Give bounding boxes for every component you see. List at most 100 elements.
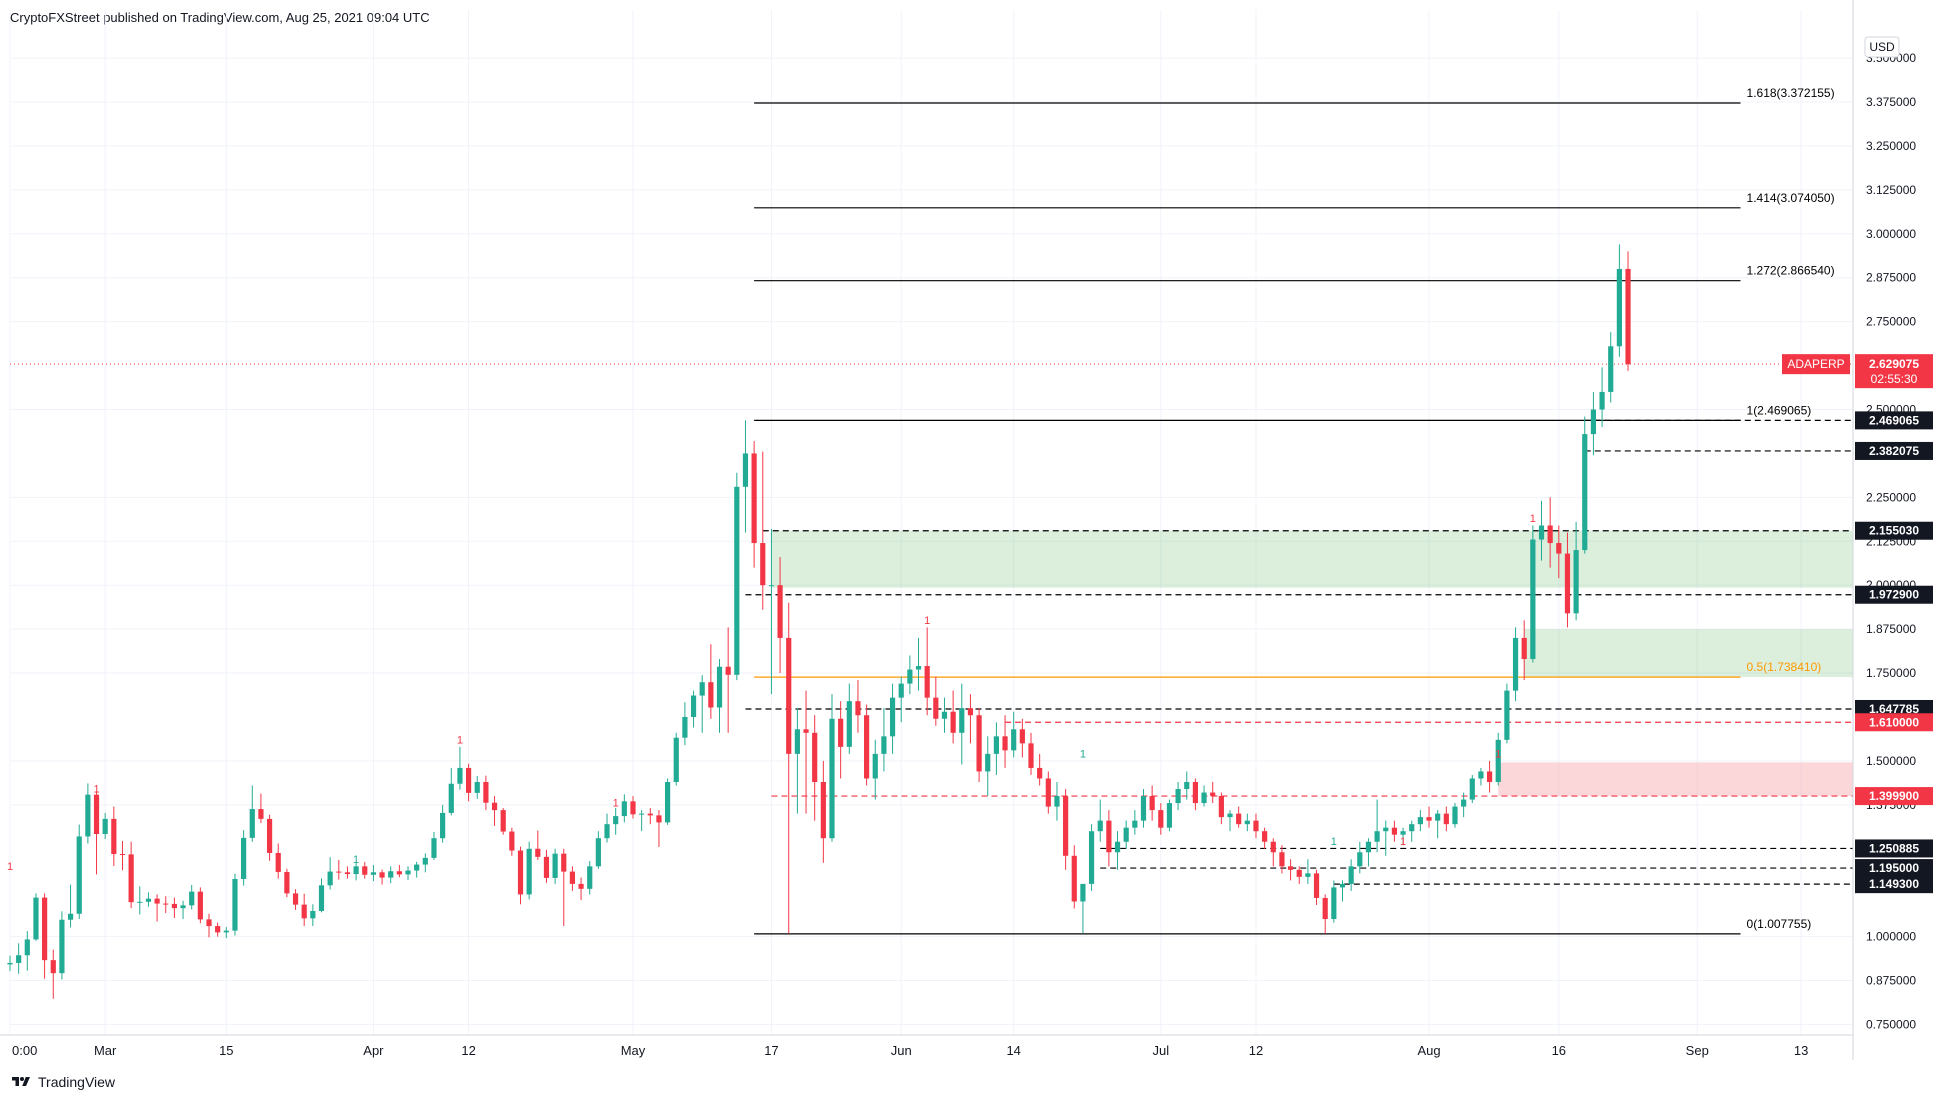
candle-body xyxy=(1590,409,1597,435)
candle-body xyxy=(1158,810,1164,828)
price-tick-label: 0.875000 xyxy=(1866,974,1916,988)
candle-body xyxy=(1054,796,1060,807)
date-tick-label: 15 xyxy=(219,1043,233,1058)
candle-body xyxy=(1037,767,1043,779)
candle-body xyxy=(673,737,679,782)
date-tick-label: 12 xyxy=(461,1043,475,1058)
currency-box xyxy=(1864,36,1900,58)
candle-body xyxy=(301,904,307,919)
candle-body xyxy=(137,901,143,903)
fib-level-label: 1(2.469065) xyxy=(1747,403,1812,417)
date-tick-label: 12 xyxy=(1249,1043,1263,1058)
candle-body xyxy=(42,897,48,961)
candle-body xyxy=(1504,690,1510,740)
price-tick-label: 1.000000 xyxy=(1866,930,1916,944)
level-price-label: 1.399900 xyxy=(1869,789,1919,803)
level-price-label: 2.155030 xyxy=(1869,524,1919,538)
level-price-label: 1.195000 xyxy=(1869,861,1919,875)
fib-level-label: 0.5(1.738410) xyxy=(1747,660,1822,674)
date-tick-label: Jul xyxy=(1152,1043,1169,1058)
candle-body xyxy=(1452,806,1458,825)
candle-body xyxy=(552,853,558,878)
candle-body xyxy=(1530,539,1536,660)
candle-body xyxy=(1080,883,1086,902)
candle-body xyxy=(517,850,524,895)
level-price-box xyxy=(1855,441,1933,460)
candle-body xyxy=(491,802,498,811)
candle-body xyxy=(111,818,117,855)
candle-body xyxy=(1625,268,1631,365)
candle-body xyxy=(1495,739,1501,782)
candle-body xyxy=(1011,729,1017,751)
candle-body xyxy=(1426,817,1432,821)
candle-body xyxy=(1417,817,1423,825)
sequence-marker: 1 xyxy=(1080,748,1086,760)
candle-body xyxy=(1469,778,1475,800)
candle-body xyxy=(1166,803,1173,828)
candle-body xyxy=(1573,550,1579,614)
candle-body xyxy=(1521,637,1527,660)
candle-body xyxy=(85,794,91,837)
candle-body xyxy=(50,960,56,974)
candle-body xyxy=(1140,796,1147,821)
candle-body xyxy=(604,824,610,839)
candle-body xyxy=(318,885,325,911)
fib-level-label: 1.414(3.074050) xyxy=(1747,191,1835,205)
candle-body xyxy=(1409,824,1415,832)
candle-body xyxy=(396,871,402,875)
candle-body xyxy=(457,767,463,784)
candle-body xyxy=(1538,525,1545,540)
candle-body xyxy=(1391,827,1398,835)
candle-body xyxy=(630,801,636,815)
candle-body xyxy=(1218,796,1224,818)
price-tick-label: 2.750000 xyxy=(1866,315,1916,329)
candle-body xyxy=(864,715,870,779)
candle-body xyxy=(215,926,221,933)
candle-body xyxy=(751,453,757,544)
candle-body xyxy=(422,857,428,865)
candle-body xyxy=(820,781,826,839)
level-price-label: 1.149300 xyxy=(1869,877,1919,891)
date-tick-label: 0:00 xyxy=(12,1043,37,1058)
candle-body xyxy=(526,848,532,895)
date-tick-label: Jun xyxy=(891,1043,912,1058)
candle-body xyxy=(163,903,169,905)
candle-body xyxy=(223,930,229,933)
candle-body xyxy=(180,905,186,909)
publisher-line: CryptoFXStreet published on TradingView.… xyxy=(10,10,430,25)
candle-body xyxy=(812,732,818,782)
candle-body xyxy=(699,682,705,696)
sequence-marker: 1 xyxy=(93,784,99,796)
level-price-box xyxy=(1855,585,1933,604)
price-tick-label: 0.750000 xyxy=(1866,1017,1916,1031)
level-price-box xyxy=(1855,411,1933,430)
candle-body xyxy=(1088,831,1095,884)
candle-body xyxy=(59,919,65,974)
candle-body xyxy=(1435,813,1441,821)
price-tick-label: 3.375000 xyxy=(1866,95,1916,109)
candle-body xyxy=(197,891,203,920)
candle-body xyxy=(1192,781,1198,804)
tradingview-brand[interactable]: TradingView xyxy=(10,1074,115,1090)
candle-body xyxy=(362,866,368,875)
candle-body xyxy=(786,637,792,754)
candle-body xyxy=(855,701,861,716)
price-tick-label: 3.125000 xyxy=(1866,183,1916,197)
candle-body xyxy=(915,666,922,670)
candle-body xyxy=(102,818,108,834)
candle-body xyxy=(725,666,731,675)
candle-body xyxy=(647,813,653,816)
symbol-tag-label: ADAPERP xyxy=(1787,357,1844,371)
candle-body xyxy=(171,903,177,909)
candle-body xyxy=(561,853,567,872)
candle-body xyxy=(284,871,290,894)
candle-body xyxy=(1296,869,1302,877)
level-price-box xyxy=(1855,521,1933,540)
price-chart[interactable]: 1.618(3.372155) 1.414(3.074050) 1.272(2.86… xyxy=(0,0,1941,1060)
candle-body xyxy=(1287,866,1294,870)
candle-body xyxy=(1322,897,1328,920)
sequence-marker: 1 xyxy=(613,798,619,810)
candle-body xyxy=(656,815,662,823)
level-price-label: 2.382075 xyxy=(1869,444,1919,458)
fib-level-label: 1.618(3.372155) xyxy=(1747,86,1835,100)
